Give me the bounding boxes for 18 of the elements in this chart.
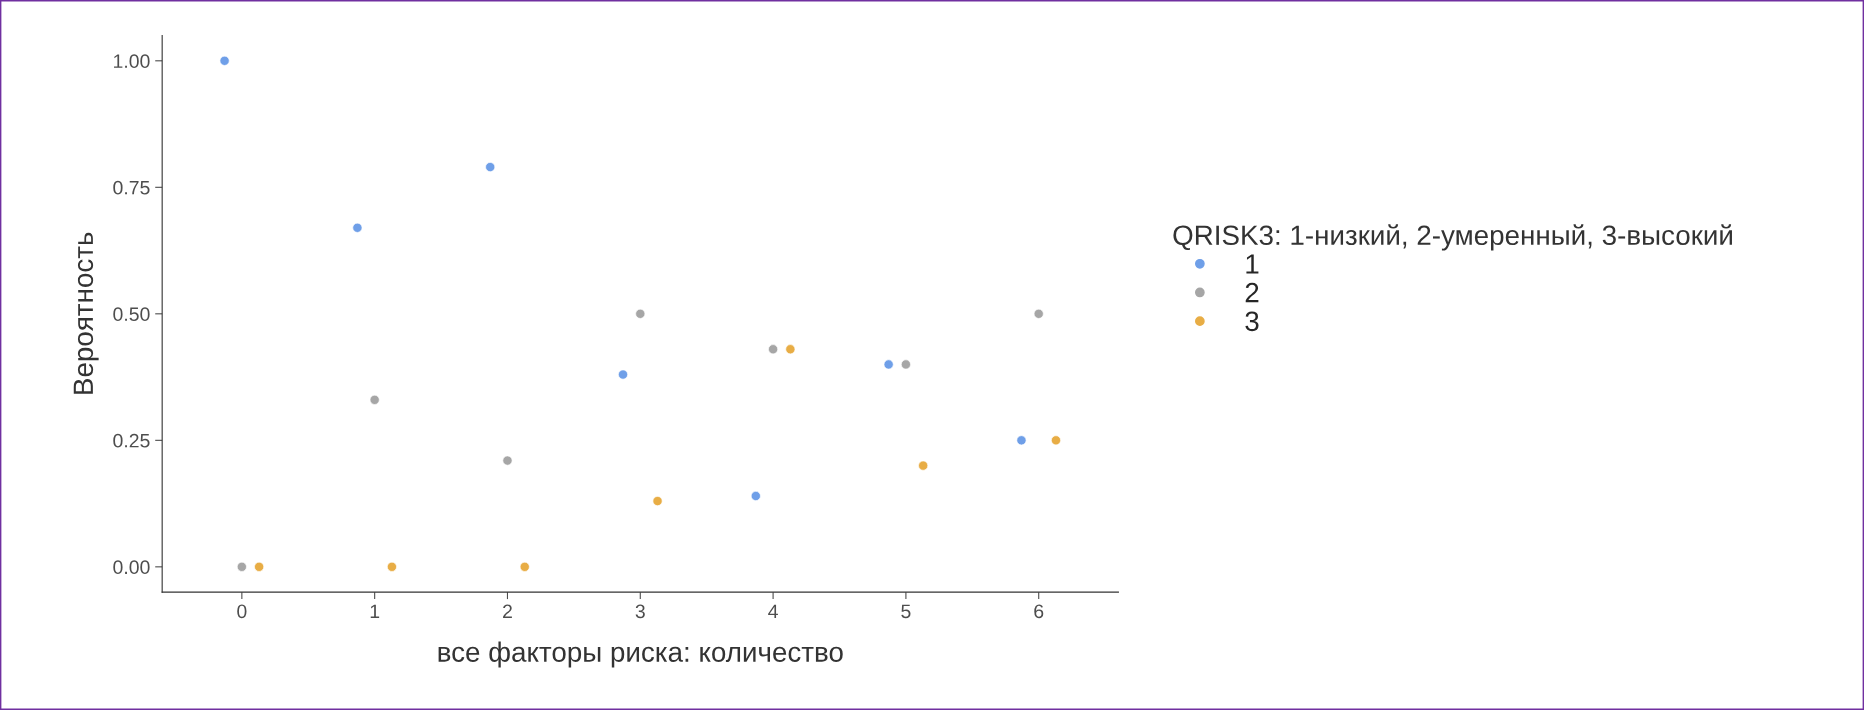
x-tick-label: 4 [768,604,778,619]
x-tick-label: 5 [901,604,911,619]
y-tick-label: 0.75 [113,180,150,195]
x-tick-label: 3 [635,604,645,619]
y-tick-label: 0.50 [113,307,150,322]
y-tick-label: 1.00 [114,54,150,69]
y-axis-title: Вероятность [73,232,99,394]
legend-title: QRISK3: 1-низкий, 2-умеренный, 3-высокий [1173,224,1732,251]
legend-label: 3 [1245,311,1259,332]
legend-label: 2 [1245,282,1259,303]
y-tick-label: 0.25 [113,433,150,448]
x-tick-label: 6 [1034,604,1044,619]
x-tick-label: 0 [237,604,247,619]
x-axis-title: все факторы риска: количество [438,641,843,668]
x-tick-label: 1 [370,604,380,619]
legend-label: 1 [1246,254,1259,274]
x-tick-label: 2 [503,604,512,619]
y-tick-label: 0.00 [113,560,150,575]
